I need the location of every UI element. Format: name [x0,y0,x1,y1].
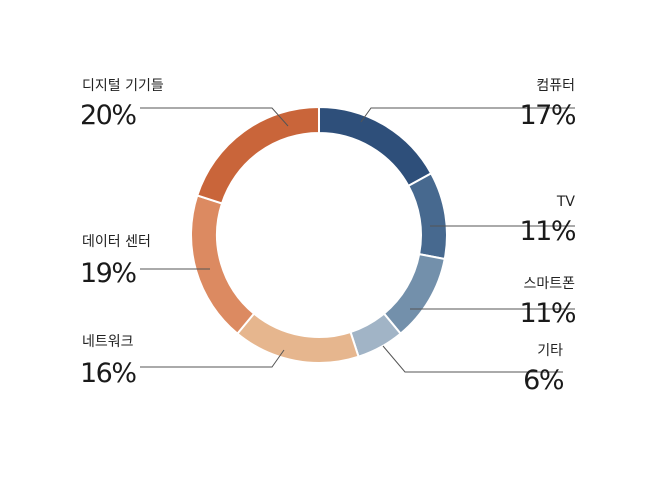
value-other: 6% [523,365,564,396]
value-computer: 17% [519,100,575,131]
leader-digital-devices [140,107,289,127]
slice-tv [407,171,448,261]
label-network: 네트워크 [82,334,134,350]
label-datacenter: 데이터 센터 [82,234,151,250]
value-smartphone: 11% [519,298,575,329]
leader-other [382,345,563,373]
slice-datacenter [190,194,256,336]
leader-network [140,349,285,368]
value-tv: 11% [519,216,575,247]
label-smartphone: 스마트폰 [523,276,575,292]
value-digital-devices: 20% [80,100,136,131]
slice-network [236,312,360,364]
value-datacenter: 19% [80,258,136,289]
label-other: 기타 [537,343,563,359]
value-network: 16% [80,358,136,389]
label-digital-devices: 디지털 기기들 [82,78,164,94]
label-tv: TV [556,194,576,210]
slice-smartphone [382,252,446,336]
slice-computer [318,105,433,188]
donut-slices [190,105,448,364]
leader-computer [360,107,575,123]
slice-digital-devices [196,105,320,205]
label-computer: 컴퓨터 [536,78,575,94]
leader-lines [140,107,575,373]
